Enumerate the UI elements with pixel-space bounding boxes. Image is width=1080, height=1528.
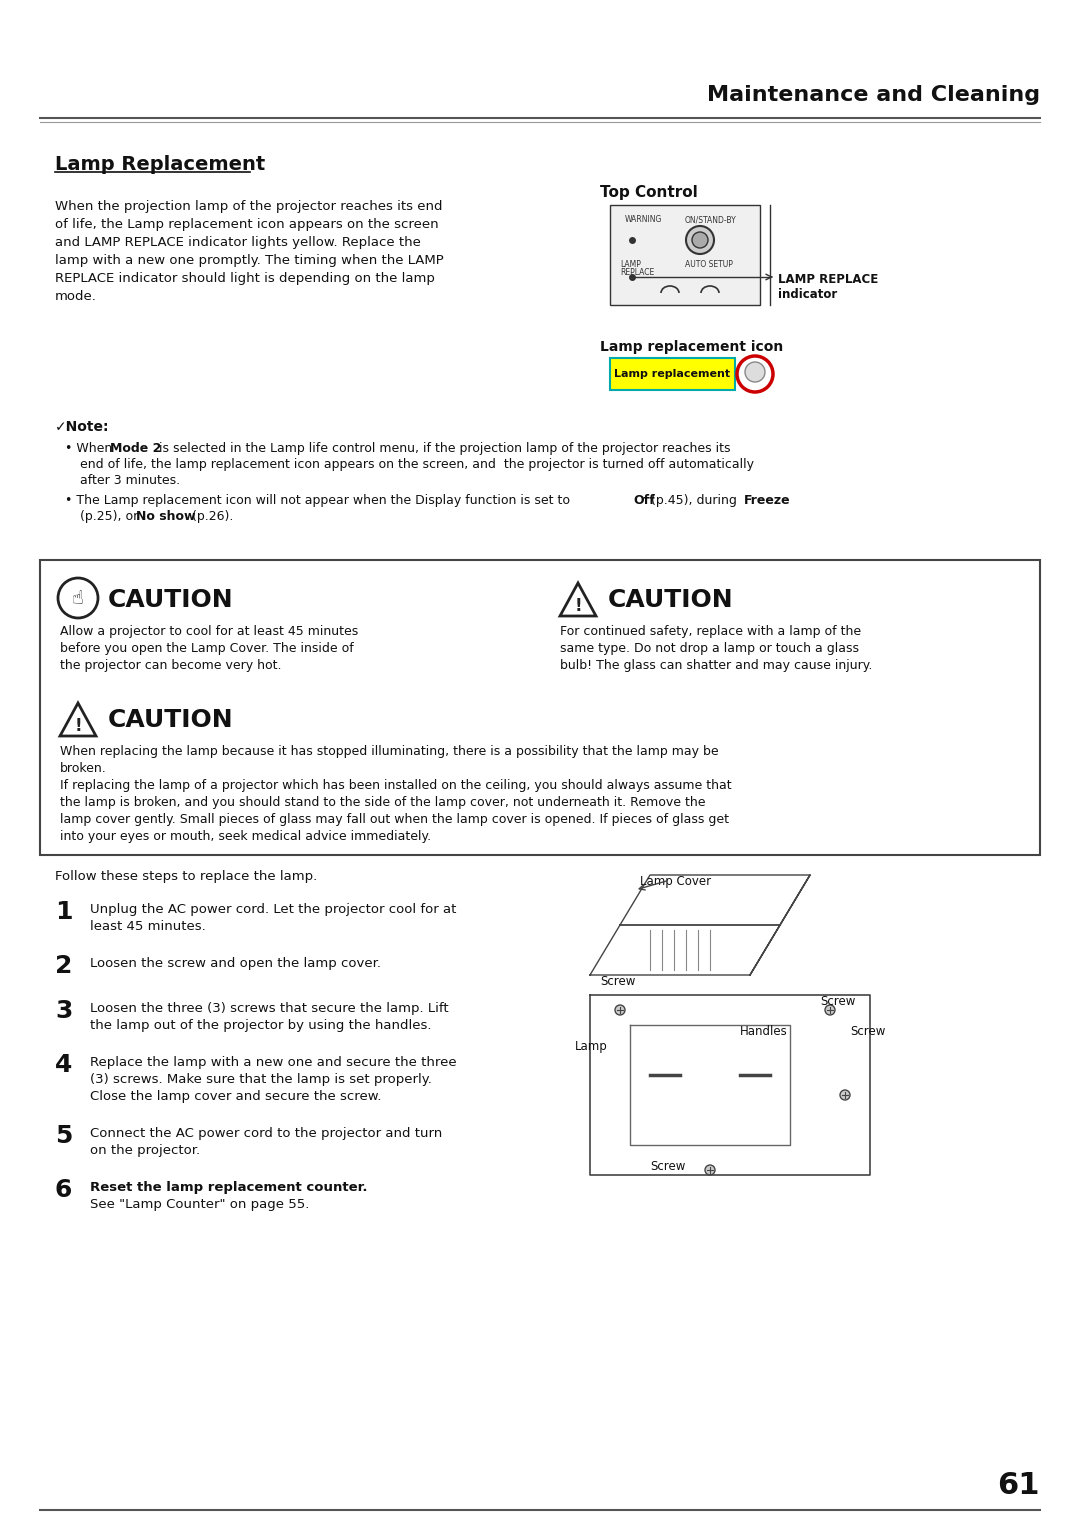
Text: REPLACE indicator should light is depending on the lamp: REPLACE indicator should light is depend… — [55, 272, 435, 286]
Text: (p.26).: (p.26). — [188, 510, 233, 523]
Text: Off: Off — [633, 494, 654, 507]
Text: CAUTION: CAUTION — [608, 588, 733, 613]
Text: lamp cover gently. Small pieces of glass may fall out when the lamp cover is ope: lamp cover gently. Small pieces of glass… — [60, 813, 729, 827]
Text: See "Lamp Counter" on page 55.: See "Lamp Counter" on page 55. — [90, 1198, 309, 1212]
Text: When replacing the lamp because it has stopped illuminating, there is a possibil: When replacing the lamp because it has s… — [60, 746, 718, 758]
Text: the lamp is broken, and you should stand to the side of the lamp cover, not unde: the lamp is broken, and you should stand… — [60, 796, 705, 808]
Text: 1: 1 — [55, 900, 72, 924]
Text: is selected in the Lamp life control menu, if the projection lamp of the project: is selected in the Lamp life control men… — [156, 442, 730, 455]
Text: Lamp: Lamp — [575, 1041, 608, 1053]
Text: 4: 4 — [55, 1053, 72, 1077]
Circle shape — [745, 362, 765, 382]
Text: Screw: Screw — [850, 1025, 886, 1038]
Circle shape — [58, 578, 98, 617]
Circle shape — [615, 1005, 625, 1015]
Text: • The Lamp replacement icon will not appear when the Display function is set to: • The Lamp replacement icon will not app… — [65, 494, 573, 507]
Text: AUTO SETUP: AUTO SETUP — [685, 260, 733, 269]
Circle shape — [705, 1164, 715, 1175]
Text: If replacing the lamp of a projector which has been installed on the ceiling, yo: If replacing the lamp of a projector whi… — [60, 779, 731, 792]
Text: Close the lamp cover and secure the screw.: Close the lamp cover and secure the scre… — [90, 1089, 381, 1103]
Text: of life, the Lamp replacement icon appears on the screen: of life, the Lamp replacement icon appea… — [55, 219, 438, 231]
Text: mode.: mode. — [55, 290, 97, 303]
Text: Screw: Screw — [600, 975, 635, 989]
Text: lamp with a new one promptly. The timing when the LAMP: lamp with a new one promptly. The timing… — [55, 254, 444, 267]
Text: Freeze: Freeze — [744, 494, 791, 507]
Text: Reset the lamp replacement counter.: Reset the lamp replacement counter. — [90, 1181, 367, 1193]
Text: Lamp replacement icon: Lamp replacement icon — [600, 341, 783, 354]
Text: When the projection lamp of the projector reaches its end: When the projection lamp of the projecto… — [55, 200, 443, 212]
Text: Handles: Handles — [740, 1025, 787, 1038]
Polygon shape — [60, 703, 96, 736]
Text: Follow these steps to replace the lamp.: Follow these steps to replace the lamp. — [55, 869, 318, 883]
Text: !: ! — [575, 597, 582, 614]
Text: 2: 2 — [55, 953, 72, 978]
Text: (3) screws. Make sure that the lamp is set properly.: (3) screws. Make sure that the lamp is s… — [90, 1073, 432, 1086]
Text: Screw: Screw — [820, 995, 855, 1008]
Text: on the projector.: on the projector. — [90, 1144, 200, 1157]
Text: Unplug the AC power cord. Let the projector cool for at: Unplug the AC power cord. Let the projec… — [90, 903, 457, 915]
Text: same type. Do not drop a lamp or touch a glass: same type. Do not drop a lamp or touch a… — [561, 642, 859, 656]
Text: Top Control: Top Control — [600, 185, 698, 200]
Text: bulb! The glass can shatter and may cause injury.: bulb! The glass can shatter and may caus… — [561, 659, 873, 672]
Text: Screw: Screw — [650, 1160, 686, 1174]
Text: Lamp replacement: Lamp replacement — [613, 368, 730, 379]
Text: ☝: ☝ — [72, 588, 84, 608]
Circle shape — [825, 1005, 835, 1015]
Text: CAUTION: CAUTION — [108, 707, 233, 732]
Text: the projector can become very hot.: the projector can become very hot. — [60, 659, 282, 672]
Text: REPLACE: REPLACE — [620, 267, 654, 277]
Text: (p.45), during: (p.45), during — [647, 494, 741, 507]
Text: Lamp Cover: Lamp Cover — [640, 876, 711, 888]
Text: end of life, the lamp replacement icon appears on the screen, and  the projector: end of life, the lamp replacement icon a… — [80, 458, 754, 471]
Text: CAUTION: CAUTION — [108, 588, 233, 613]
Text: !: ! — [75, 717, 82, 735]
Text: • When: • When — [65, 442, 117, 455]
Circle shape — [686, 226, 714, 254]
Text: (p.25), or: (p.25), or — [80, 510, 143, 523]
Text: Loosen the screw and open the lamp cover.: Loosen the screw and open the lamp cover… — [90, 957, 381, 970]
Text: 6: 6 — [55, 1178, 72, 1203]
Text: into your eyes or mouth, seek medical advice immediately.: into your eyes or mouth, seek medical ad… — [60, 830, 431, 843]
Text: after 3 minutes.: after 3 minutes. — [80, 474, 180, 487]
Text: and LAMP REPLACE indicator lights yellow. Replace the: and LAMP REPLACE indicator lights yellow… — [55, 235, 421, 249]
Text: before you open the Lamp Cover. The inside of: before you open the Lamp Cover. The insi… — [60, 642, 354, 656]
Text: LAMP REPLACE
indicator: LAMP REPLACE indicator — [778, 274, 878, 301]
Text: WARNING: WARNING — [625, 215, 662, 225]
Text: 3: 3 — [55, 999, 72, 1024]
Circle shape — [840, 1089, 850, 1100]
Text: LAMP: LAMP — [620, 260, 640, 269]
Polygon shape — [561, 584, 596, 616]
Text: least 45 minutes.: least 45 minutes. — [90, 920, 206, 934]
Text: Allow a projector to cool for at least 45 minutes: Allow a projector to cool for at least 4… — [60, 625, 359, 639]
Circle shape — [737, 356, 773, 393]
Bar — [610, 205, 760, 306]
Text: 5: 5 — [55, 1125, 72, 1148]
Text: Connect the AC power cord to the projector and turn: Connect the AC power cord to the project… — [90, 1128, 442, 1140]
Text: Replace the lamp with a new one and secure the three: Replace the lamp with a new one and secu… — [90, 1056, 457, 1070]
Text: ON/STAND-BY: ON/STAND-BY — [685, 215, 737, 225]
Text: Mode 2: Mode 2 — [110, 442, 161, 455]
Text: For continued safety, replace with a lamp of the: For continued safety, replace with a lam… — [561, 625, 861, 639]
Text: Maintenance and Cleaning: Maintenance and Cleaning — [707, 86, 1040, 105]
Text: broken.: broken. — [60, 762, 107, 775]
Bar — [40, 559, 1040, 856]
Text: Lamp Replacement: Lamp Replacement — [55, 154, 266, 174]
Text: Loosen the three (3) screws that secure the lamp. Lift: Loosen the three (3) screws that secure … — [90, 1002, 448, 1015]
Text: 61: 61 — [998, 1471, 1040, 1500]
Text: No show: No show — [136, 510, 195, 523]
Bar — [610, 358, 735, 390]
Circle shape — [692, 232, 708, 248]
Text: ✓Note:: ✓Note: — [55, 420, 109, 434]
Text: the lamp out of the projector by using the handles.: the lamp out of the projector by using t… — [90, 1019, 432, 1031]
